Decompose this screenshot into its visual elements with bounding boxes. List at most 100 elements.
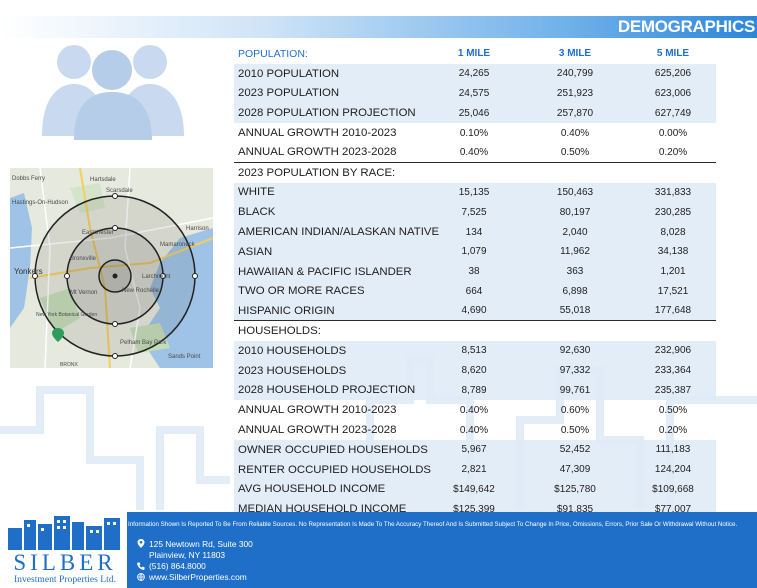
map-label-pelham-bay: Pelham Bay Park	[120, 340, 167, 346]
value-5-mile: 331,833	[654, 186, 692, 198]
map-pin-icon	[52, 328, 64, 342]
value-1-mile: $125,399	[453, 503, 495, 515]
row-label: ANNUAL GROWTH 2023-2028	[238, 424, 397, 437]
table-row: HAWAIIAN & PACIFIC ISLANDER 38 363 1,201	[234, 261, 716, 282]
globe-icon	[136, 572, 146, 582]
table-row: AMERICAN INDIAN/ALASKAN NATIVE 134 2,040 8,…	[234, 222, 716, 242]
row-label: 2023 POPULATION	[238, 87, 340, 100]
row-label: 2010 POPULATION	[238, 67, 340, 80]
website-line[interactable]: www.SilberProperties.com	[136, 571, 253, 582]
table-row: WHITE 15,135 150,463 331,833	[234, 182, 716, 203]
map-label-hartsdale: Hartsdale	[90, 177, 116, 183]
row-label: ANNUAL GROWTH 2023-2028	[238, 146, 397, 159]
value-1-mile: 8,620	[461, 365, 487, 377]
table-row: ASIAN 1,079 11,962 34,138	[234, 241, 716, 262]
address-line-1-text: 125 Newtown Rd, Suite 300	[149, 538, 253, 549]
table-row: BLACK 7,525 80,197 230,285	[234, 202, 716, 223]
logo-wordmark: SILBER	[13, 550, 117, 575]
column-header-5-mile: 5 MILE	[656, 48, 690, 60]
table-row: AVG HOUSEHOLD INCOME $149,642 $125,780 $109…	[234, 479, 716, 500]
value-5-mile: 0.50%	[658, 404, 688, 416]
value-1-mile: 25,046	[458, 107, 490, 119]
location-pin-icon	[136, 539, 146, 549]
value-5-mile: 232,906	[654, 345, 692, 357]
table-row: 2023 POPULATION BY RACE:	[234, 163, 716, 183]
column-header-1-mile: 1 MILE	[457, 48, 491, 60]
value-5-mile: $77,007	[654, 503, 692, 515]
website-link[interactable]: www.SilberProperties.com	[149, 571, 247, 582]
value-5-mile: 627,749	[654, 107, 692, 119]
value-1-mile: 0.40%	[459, 146, 489, 158]
map-label-mamaroneck: Mamaroneck	[160, 242, 196, 248]
table-row: OWNER OCCUPIED HOUSEHOLDS 5,967 52,452 111,…	[234, 439, 716, 460]
row-label: 2023 HOUSEHOLDS	[238, 364, 347, 377]
row-label: OWNER OCCUPIED HOUSEHOLDS	[238, 443, 428, 456]
value-5-mile: 233,364	[654, 365, 692, 377]
header-banner: DEMOGRAPHICS	[0, 16, 757, 38]
value-5-mile: 0.00%	[658, 127, 688, 139]
row-label: AMERICAN INDIAN/ALASKAN NATIVE	[238, 226, 440, 239]
map-label-harrison: Harrison	[186, 226, 209, 232]
people-icon	[42, 45, 184, 140]
table-row: 2023 HOUSEHOLDS 8,620 97,332 233,364	[234, 360, 716, 381]
value-3-mile: 0.50%	[560, 146, 590, 158]
demographics-table: POPULATION: 1 MILE 3 MILE 5 MILE 2010 PO…	[234, 44, 716, 520]
address-line-1: 125 Newtown Rd, Suite 300	[136, 538, 253, 549]
value-3-mile: 97,332	[559, 365, 591, 377]
value-1-mile: $149,642	[453, 483, 495, 495]
value-1-mile: 1,079	[461, 246, 487, 258]
value-5-mile: 17,521	[657, 285, 689, 297]
address-line-2-text: Plainview, NY 11803	[149, 549, 226, 560]
value-5-mile: 625,206	[654, 68, 692, 80]
map-label-bronxville: Bronxville	[70, 256, 97, 262]
row-label: 2028 HOUSEHOLD PROJECTION	[238, 384, 416, 397]
value-5-mile: 8,028	[660, 226, 686, 238]
value-3-mile: 52,452	[559, 444, 591, 456]
value-3-mile: 150,463	[556, 186, 594, 198]
value-1-mile: 24,265	[458, 68, 490, 80]
value-1-mile: 4,690	[461, 305, 487, 317]
column-header-population: POPULATION:	[238, 47, 308, 60]
value-1-mile: 664	[465, 285, 483, 297]
value-1-mile: 0.40%	[459, 424, 489, 436]
phone-number[interactable]: (516) 864.8000	[149, 560, 206, 571]
map-label-bronx: BRONX	[60, 362, 78, 368]
row-label: ANNUAL GROWTH 2010-2023	[238, 404, 397, 417]
page-title: DEMOGRAPHICS	[617, 17, 755, 36]
table-row: HISPANIC ORIGIN 4,690 55,018 177,648	[234, 301, 716, 322]
value-1-mile: 8,513	[461, 345, 487, 357]
table-row: ANNUAL GROWTH 2010-2023 0.10% 0.40% 0.00%	[234, 123, 716, 143]
value-5-mile: 0.20%	[658, 146, 688, 158]
row-label: WHITE	[238, 186, 275, 199]
row-label: TWO OR MORE RACES	[238, 285, 365, 298]
value-3-mile: 80,197	[559, 206, 591, 218]
table-row: 2010 POPULATION 24,265 240,799 625,206	[234, 63, 716, 84]
value-1-mile: 38	[468, 266, 480, 278]
value-3-mile: 0.40%	[560, 127, 590, 139]
table-row: 2028 HOUSEHOLD PROJECTION 8,789 99,761 235,…	[234, 380, 716, 401]
row-label: 2023 POPULATION BY RACE:	[238, 166, 396, 179]
value-5-mile: 235,387	[654, 384, 692, 396]
row-label: ANNUAL GROWTH 2010-2023	[238, 127, 397, 140]
value-3-mile: 363	[566, 266, 584, 278]
row-label: RENTER OCCUPIED HOUSEHOLDS	[238, 463, 432, 476]
disclaimer-text: Information Shown Is Reported To Be From…	[128, 521, 757, 533]
map-label-botanical-garden: New York Botanical Garden	[36, 312, 97, 318]
row-label: HOUSEHOLDS:	[238, 325, 321, 338]
value-3-mile: 2,040	[562, 226, 588, 238]
map-label-new-rochelle: New Rochelle	[122, 288, 160, 294]
phone-line[interactable]: (516) 864.8000	[136, 560, 253, 571]
value-3-mile: 47,309	[559, 464, 591, 476]
row-label: 2028 POPULATION PROJECTION	[238, 107, 416, 120]
table-row: HOUSEHOLDS:	[234, 321, 716, 341]
value-1-mile: 134	[465, 226, 483, 238]
phone-icon	[136, 561, 146, 571]
map-label-eastchester: Eastchester	[82, 230, 114, 236]
value-3-mile: $125,780	[554, 483, 596, 495]
value-1-mile: 7,525	[461, 206, 487, 218]
value-5-mile: 0.20%	[658, 424, 688, 436]
column-header-3-mile: 3 MILE	[558, 48, 592, 60]
map-label-scarsdale: Scarsdale	[106, 188, 133, 194]
value-1-mile: 24,575	[458, 87, 490, 99]
table-row: ANNUAL GROWTH 2023-2028 0.40% 0.50% 0.20%	[234, 420, 716, 440]
